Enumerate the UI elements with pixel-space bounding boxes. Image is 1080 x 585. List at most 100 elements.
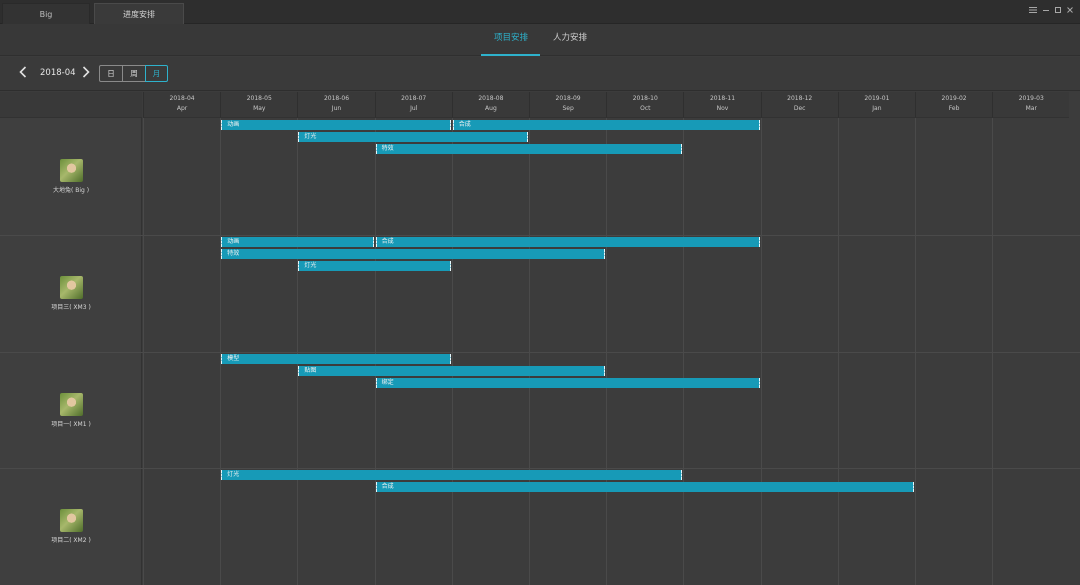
member-cell[interactable]: 项目二( XM2 ) <box>0 509 142 544</box>
month-label: 2019-03 <box>1018 95 1044 102</box>
scale-week-button[interactable]: 周 <box>122 65 146 82</box>
grid-column-line <box>374 118 376 585</box>
window-tab-big[interactable]: Big <box>2 3 90 24</box>
month-label: 2018-05 <box>246 95 272 102</box>
member-cell[interactable]: 项目一( XM1 ) <box>0 392 142 428</box>
minimize-icon[interactable] <box>1042 6 1050 17</box>
month-header: 2018-04 Apr <box>143 92 221 118</box>
task-label: 绑定 <box>381 378 394 386</box>
task-label: 合成 <box>458 121 471 128</box>
current-month: 2018-04 <box>40 68 76 78</box>
header-corner <box>0 92 142 118</box>
grid-column-line <box>915 118 916 585</box>
grid-column-line <box>683 118 685 585</box>
month-header: 2019-02 Feb <box>915 92 993 118</box>
month-abbr: Mar <box>1025 105 1037 112</box>
row-separator <box>0 468 1080 470</box>
menu-icon[interactable] <box>1029 6 1037 17</box>
month-header: 2018-11 Nov <box>683 92 761 118</box>
task-label: 模型 <box>227 354 240 362</box>
tab-staff-schedule[interactable]: 人力安排 <box>553 33 588 43</box>
task-label: 灯光 <box>304 133 317 140</box>
month-label: 2019-01 <box>864 95 890 102</box>
member-name: 项目三( XM3 ) <box>51 303 91 311</box>
avatar <box>59 275 83 299</box>
month-header: 2018-12 Dec <box>760 92 838 118</box>
grid-column-line <box>606 118 608 585</box>
chevron-right-icon[interactable] <box>82 66 90 82</box>
task-bar[interactable]: 动画 <box>221 120 451 130</box>
month-label: 2018-09 <box>555 95 581 102</box>
month-header: 2019-03 Mar <box>992 92 1070 118</box>
grid-column-line <box>143 118 144 585</box>
grid-column-line <box>760 118 762 585</box>
task-label: 动画 <box>227 237 240 245</box>
month-abbr: Sep <box>562 105 574 112</box>
month-header: 2018-08 Aug <box>451 92 529 118</box>
month-label: 2018-06 <box>323 95 350 102</box>
grid-column-line <box>529 118 530 585</box>
task-bar[interactable]: 贴图 <box>298 365 606 376</box>
active-tab-indicator <box>481 54 540 56</box>
month-abbr: Nov <box>716 105 729 112</box>
member-name: 项目二( XM2 ) <box>51 537 91 545</box>
task-bar[interactable]: 特效 <box>221 248 606 259</box>
task-bar[interactable]: 绑定 <box>375 377 760 388</box>
task-bar[interactable]: 灯光 <box>298 260 451 271</box>
scale-day-button[interactable]: 日 <box>99 65 123 82</box>
task-label: 灯光 <box>227 471 240 479</box>
avatar <box>59 392 83 416</box>
month-header: 2018-10 Oct <box>606 92 684 118</box>
task-label: 特效 <box>381 145 394 152</box>
month-abbr: Jul <box>410 105 418 112</box>
member-name: 项目一( XM1 ) <box>51 420 91 428</box>
row-separator <box>0 234 1080 236</box>
month-label: 2018-10 <box>632 95 658 102</box>
task-bar[interactable]: 合成 <box>375 236 760 247</box>
grid-column-line <box>451 118 453 585</box>
month-abbr: Oct <box>640 105 651 112</box>
member-cell[interactable]: 项目三( XM3 ) <box>0 275 142 311</box>
grid-column-line <box>837 118 839 585</box>
date-toolbar: 2018-04 日 周 月 <box>0 57 1080 91</box>
month-header: 2018-05 May <box>220 92 298 118</box>
month-header: 2018-06 Jun <box>297 92 375 118</box>
month-abbr: Aug <box>485 105 497 112</box>
task-bar[interactable]: 灯光 <box>298 132 528 142</box>
month-abbr: Jun <box>331 105 342 112</box>
task-bar[interactable]: 合成 <box>452 120 760 130</box>
avatar <box>59 509 83 533</box>
window-tab-bar: Big 进度安排 <box>0 0 1080 24</box>
task-bar[interactable]: 合成 <box>375 482 914 493</box>
task-label: 合成 <box>381 483 394 491</box>
month-abbr: May <box>253 105 266 112</box>
month-abbr: Jan <box>872 105 882 112</box>
task-label: 合成 <box>381 237 394 245</box>
grid-column-line <box>297 118 299 585</box>
member-name: 大地兔( Big ) <box>52 187 90 194</box>
task-bar[interactable]: 模型 <box>221 353 451 364</box>
task-label: 特效 <box>227 249 240 257</box>
task-bar[interactable]: 特效 <box>375 144 683 154</box>
task-label: 灯光 <box>304 261 317 269</box>
task-label: 动画 <box>227 121 240 128</box>
close-icon[interactable] <box>1066 6 1074 17</box>
grid-column-line <box>992 118 994 585</box>
task-bar[interactable]: 动画 <box>221 236 374 247</box>
grid-column-line <box>220 118 222 585</box>
month-header: 2018-09 Sep <box>529 92 607 118</box>
month-abbr: Dec <box>793 105 806 112</box>
maximize-icon[interactable] <box>1054 6 1062 17</box>
month-header: 2019-01 Jan <box>837 92 915 118</box>
task-label: 贴图 <box>304 366 317 374</box>
avatar <box>59 159 83 182</box>
task-bar[interactable]: 灯光 <box>221 470 683 481</box>
member-cell[interactable]: 大地兔( Big ) <box>0 159 142 194</box>
chevron-left-icon[interactable] <box>19 66 27 82</box>
month-abbr: Feb <box>948 105 960 112</box>
tab-project-schedule[interactable]: 项目安排 <box>494 33 529 43</box>
month-label: 2018-11 <box>709 95 736 102</box>
month-abbr: Apr <box>176 105 188 112</box>
window-tab-schedule[interactable]: 进度安排 <box>94 3 184 24</box>
scale-month-button[interactable]: 月 <box>145 65 168 82</box>
